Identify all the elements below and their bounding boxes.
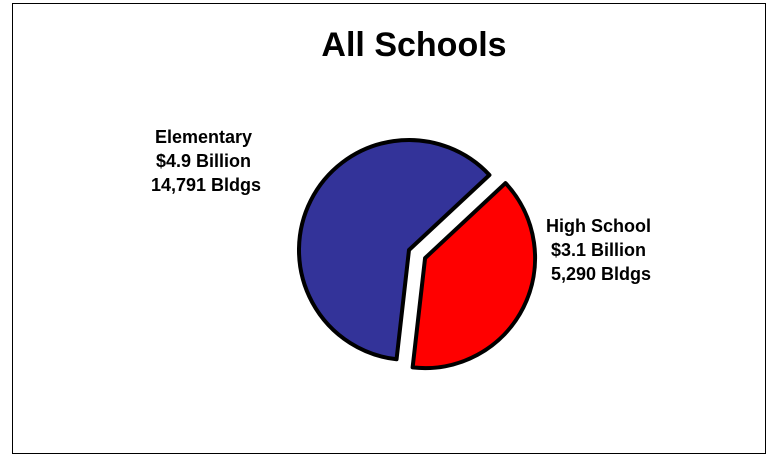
chart-title: All Schools xyxy=(321,26,506,64)
pie-slices xyxy=(297,138,538,371)
high-school-label: High School $3.1 Billion 5,290 Bldgs xyxy=(546,216,656,284)
high-school-label-buildings: 5,290 Bldgs xyxy=(551,264,651,284)
high-school-slice xyxy=(410,181,538,371)
high-school-label-value: $3.1 Billion xyxy=(551,240,646,260)
high-school-label-name: High School xyxy=(546,216,651,236)
elementary-label: Elementary $4.9 Billion 14,791 Bldgs xyxy=(151,127,261,195)
elementary-label-buildings: 14,791 Bldgs xyxy=(151,175,261,195)
elementary-label-value: $4.9 Billion xyxy=(156,151,251,171)
elementary-slice xyxy=(297,138,492,362)
elementary-label-name: Elementary xyxy=(155,127,252,147)
